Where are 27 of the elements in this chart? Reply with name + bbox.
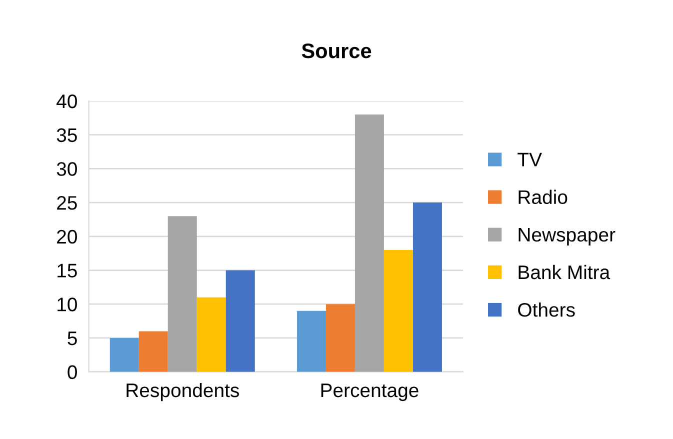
x-tick-label: Percentage	[321, 384, 418, 402]
bar	[196, 297, 226, 372]
legend-label: Newspaper	[518, 228, 616, 246]
y-tick-label: 35	[56, 128, 77, 142]
bar	[354, 114, 384, 372]
bar	[384, 250, 413, 372]
legend-label: TV	[518, 152, 542, 166]
legend-label: Others	[518, 302, 575, 317]
y-tick-label: 30	[56, 162, 77, 176]
bar	[412, 202, 442, 372]
bar	[296, 310, 326, 372]
bar	[110, 338, 139, 372]
y-tick-label: 10	[58, 298, 77, 312]
bar	[168, 216, 197, 372]
legend-label: Bank Mitra	[518, 264, 610, 280]
chart-title: Source	[302, 44, 372, 58]
bar	[138, 331, 168, 372]
y-tick-label: 5	[68, 332, 77, 346]
y-tick-label: 20	[57, 230, 77, 244]
legend-label: Radio	[518, 190, 568, 204]
y-tick-label: 40	[56, 94, 77, 108]
bar	[326, 304, 355, 372]
x-tick-label: Respondents	[126, 382, 239, 402]
y-tick-label: 0	[68, 365, 77, 380]
bar	[226, 270, 255, 372]
y-tick-label: 15	[58, 264, 77, 278]
y-tick-label: 25	[57, 196, 77, 210]
